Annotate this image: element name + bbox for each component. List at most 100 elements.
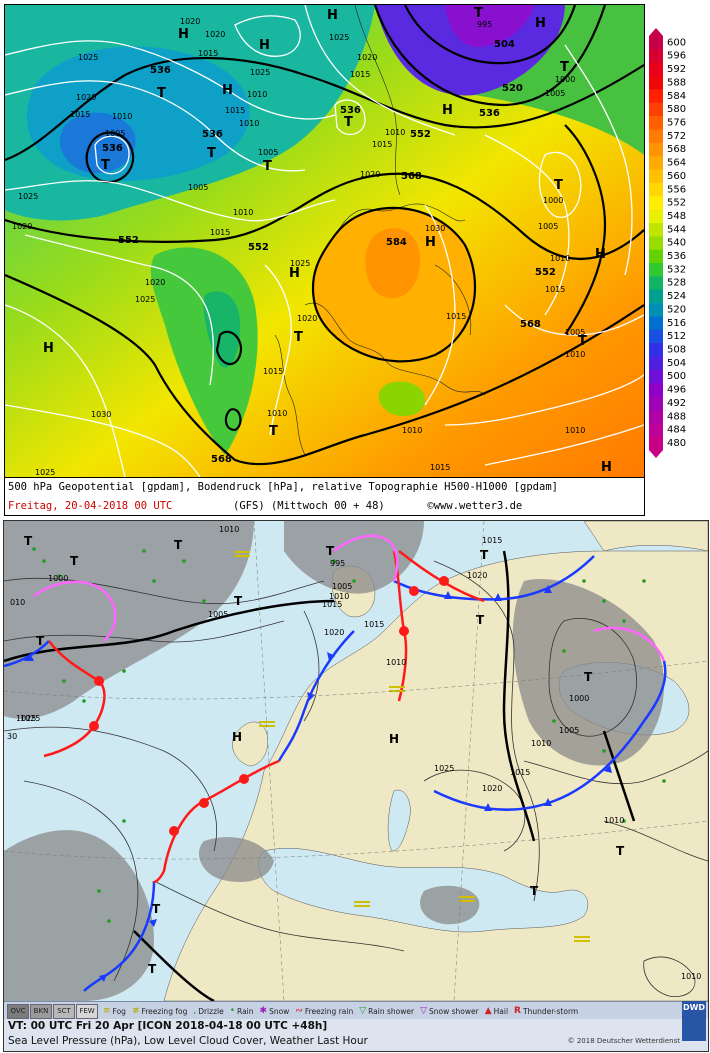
low-mark: T bbox=[480, 548, 489, 562]
isobar-label: 1020 bbox=[76, 93, 96, 102]
colorbar-swatch bbox=[649, 369, 663, 384]
isobar-label: 1015 bbox=[430, 463, 450, 472]
colorbar-label: 520 bbox=[667, 304, 686, 315]
isobar-label: 1025 bbox=[329, 33, 349, 42]
snow-shower-icon: ▽ bbox=[420, 1006, 428, 1016]
top-panel: 536 536 536 552 552 552 552 568 568 584 … bbox=[0, 0, 710, 516]
colorbar-swatch bbox=[649, 383, 663, 398]
rain-icon: • bbox=[229, 1006, 236, 1016]
colorbar-label: 576 bbox=[667, 117, 686, 128]
isobar-label: 1030 bbox=[91, 410, 111, 419]
isobar-label: 1010 bbox=[550, 254, 570, 263]
pressure-labels: 1020 1020 1025 1015 1020 1025 1015 1010 … bbox=[12, 17, 585, 477]
isobar-label: 1015 bbox=[263, 367, 283, 376]
bottom-panel: 1010 1015 995 1000 1005 1010 1015 1020 1… bbox=[0, 520, 710, 1053]
low-mark: T bbox=[36, 634, 45, 648]
caption-meta: Freitag, 20-04-2018 00 UTC (GFS) (Mittwo… bbox=[8, 500, 522, 512]
colorbar-label: 524 bbox=[667, 291, 686, 302]
colorbar-label: 496 bbox=[667, 385, 686, 396]
gp-label: 552 bbox=[535, 267, 556, 278]
colorbar-label: 540 bbox=[667, 238, 686, 249]
isobar-label: 1010 bbox=[267, 409, 287, 418]
colorbar-swatch bbox=[649, 62, 663, 77]
low-mark: T bbox=[101, 158, 110, 173]
low-mark: T bbox=[70, 554, 79, 568]
caption-date: Freitag, 20-04-2018 00 UTC bbox=[8, 500, 173, 512]
cut-off-cell bbox=[378, 381, 425, 417]
isobar-label: 1015 bbox=[364, 620, 384, 629]
colorbar-swatch bbox=[649, 222, 663, 237]
colorbar-label: 568 bbox=[667, 144, 686, 155]
legend-thunderstorm: R Thunder-storm bbox=[514, 1006, 578, 1016]
gp-label: 520 bbox=[502, 83, 523, 94]
high-mark: H bbox=[232, 730, 242, 744]
legend-label: Hail bbox=[493, 1006, 509, 1016]
warm-front-bumps bbox=[89, 576, 449, 836]
adriatic-sea bbox=[387, 789, 411, 852]
isobar-label: 1025 bbox=[35, 468, 55, 477]
pressure-centres-bottom: H H T T T T T T T T T T T T T bbox=[24, 534, 625, 976]
legend-rain: • Rain bbox=[230, 1006, 254, 1016]
colorbar-swatch bbox=[649, 436, 663, 451]
colorbar-label: 588 bbox=[667, 77, 686, 88]
colorbar-swatch bbox=[649, 343, 663, 358]
isobar-label: 1005 bbox=[208, 610, 228, 619]
pressure-labels-bottom: 1010 1015 995 1000 1005 1010 1015 1020 1… bbox=[7, 525, 701, 981]
legend-label: Freezing fog bbox=[141, 1006, 188, 1016]
isobar-label: 1025 bbox=[78, 53, 98, 62]
colorbar-label: 592 bbox=[667, 64, 686, 75]
legend-label: Thunder-storm bbox=[522, 1006, 579, 1016]
gp-label: 552 bbox=[118, 235, 139, 246]
isobar-label: 1025 bbox=[20, 714, 40, 723]
legend-bar: OVC BKN SCT FEW ≡ Fog ≢ Freezing fog , Driz… bbox=[4, 1001, 708, 1020]
colorbar-swatch bbox=[649, 142, 663, 157]
isobar-label: 1025 bbox=[18, 192, 38, 201]
low-mark: T bbox=[584, 670, 593, 684]
caption-title: 500 hPa Geopotential [gpdam], Bodendruck… bbox=[8, 481, 558, 493]
isobar-label: 1015 bbox=[372, 140, 392, 149]
colorbar-swatch bbox=[649, 236, 663, 251]
colorbar-label: 548 bbox=[667, 211, 686, 222]
pressure-centres: H H H H H H H H H H H T T T T T T T T T bbox=[43, 6, 612, 475]
high-mark: H bbox=[595, 247, 606, 262]
isobar-label: 1015 bbox=[510, 768, 530, 777]
colorbar-label: 492 bbox=[667, 398, 686, 409]
low-mark: T bbox=[578, 334, 587, 349]
isobar-label: 1010 bbox=[239, 119, 259, 128]
low-mark: T bbox=[174, 538, 183, 552]
legend-label: Drizzle bbox=[198, 1006, 224, 1016]
legend-drizzle: , Drizzle bbox=[193, 1006, 223, 1016]
isobar-label: 010 bbox=[10, 598, 25, 607]
rain-shower-icon: ▽ bbox=[359, 1006, 367, 1016]
gp-label: 568 bbox=[211, 454, 232, 465]
gp-label: 536 bbox=[102, 143, 123, 154]
isobar-label: 1025 bbox=[290, 259, 310, 268]
colorbar-label: 484 bbox=[667, 425, 686, 436]
isobar-label: 995 bbox=[477, 20, 492, 29]
legend-freezing-fog: ≢ Freezing fog bbox=[132, 1006, 187, 1016]
cold-region-ne bbox=[475, 5, 644, 155]
isobar-label: 1010 bbox=[112, 112, 132, 121]
legend-snow: ✱ Snow bbox=[260, 1006, 290, 1016]
colorbar-swatch bbox=[649, 289, 663, 304]
colorbar-label: 500 bbox=[667, 371, 686, 382]
colorbar-swatch bbox=[649, 209, 663, 224]
colorbar-label: 556 bbox=[667, 184, 686, 195]
isobar-label: 1000 bbox=[48, 574, 68, 583]
colorbar-swatch bbox=[649, 196, 663, 211]
colorbar-swatch bbox=[649, 409, 663, 424]
isobar-label: 1010 bbox=[681, 972, 701, 981]
isobar-label: 1015 bbox=[545, 285, 565, 294]
colorbar-swatch bbox=[649, 36, 663, 50]
isobar-label: 1015 bbox=[225, 106, 245, 115]
low-mark: T bbox=[263, 159, 272, 174]
isobar-label: 1015 bbox=[210, 228, 230, 237]
thunderstorm-icon: R bbox=[514, 1006, 521, 1016]
high-mark: H bbox=[43, 341, 54, 356]
colorbar-label: 572 bbox=[667, 131, 686, 142]
warm-ridge-core bbox=[365, 228, 420, 299]
drizzle-icon: , bbox=[193, 1006, 197, 1016]
map-caption: 500 hPa Geopotential [gpdam], Bodendruck… bbox=[5, 477, 644, 515]
isobar-label: 1015 bbox=[350, 70, 370, 79]
low-mark: T bbox=[344, 115, 353, 130]
